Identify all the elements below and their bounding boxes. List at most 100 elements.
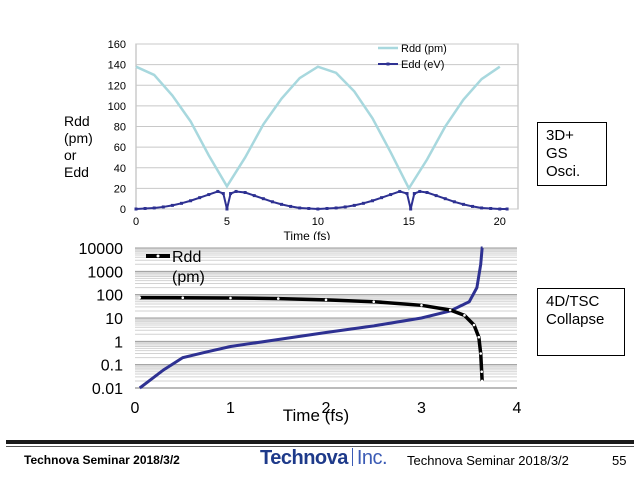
x-tick-label: 0 — [133, 216, 139, 228]
x-axis-label: Time (fs) — [283, 406, 349, 425]
edd-point — [252, 194, 256, 198]
edd-point — [325, 206, 329, 210]
rdd-point — [480, 379, 484, 383]
edd-point — [425, 191, 429, 194]
page-number: 55 — [612, 453, 627, 468]
edd-point — [405, 192, 409, 196]
footer-divider — [6, 440, 634, 444]
edd-point — [179, 201, 183, 205]
y-tick-label: 60 — [114, 142, 126, 154]
edd-point — [409, 207, 413, 211]
x-tick-label: 15 — [403, 216, 415, 228]
x-tick-label: 2 — [322, 400, 331, 417]
x-tick-label: 20 — [494, 216, 506, 228]
edd-point — [229, 192, 233, 196]
edd-point — [316, 207, 320, 211]
edd-point — [505, 207, 509, 211]
legend-entry: Rdd (pm) — [172, 249, 205, 286]
edd-point — [480, 206, 484, 210]
rdd-point — [480, 370, 483, 373]
rdd-point — [477, 335, 481, 339]
y-tick-label: 0 — [120, 204, 126, 216]
edd-point — [134, 207, 138, 211]
edd-point — [143, 206, 147, 210]
y-tick-label: 20 — [114, 183, 126, 195]
y-tick-label: 80 — [114, 122, 126, 134]
series-line-edd — [135, 190, 508, 211]
edd-point — [352, 203, 356, 207]
edd-point — [498, 207, 502, 211]
chart-bottom: 0.01 0.1 1 10 100 1000 10000 0 1 2 3 4 Time (fs) Rdd (… — [79, 241, 522, 425]
rdd-point — [181, 296, 185, 300]
x-tick-label: 3 — [417, 400, 426, 417]
rdd-point — [138, 296, 142, 299]
edd-point — [170, 203, 174, 207]
edd-point — [270, 200, 274, 204]
rdd-point — [479, 352, 483, 355]
edd-point — [471, 204, 475, 208]
edd-point — [161, 205, 165, 209]
edd-point — [198, 196, 202, 200]
rdd-point — [276, 297, 280, 300]
legend-marker — [386, 62, 390, 66]
series-line-rdd — [139, 295, 484, 382]
logo-separator — [351, 448, 353, 466]
y-tick-label: 160 — [108, 39, 126, 51]
y-tick-label: 0.1 — [101, 358, 123, 375]
edd-point — [207, 193, 211, 197]
edd-point — [389, 193, 393, 197]
edd-point — [221, 192, 225, 196]
edd-point — [216, 189, 220, 193]
x-tick-label: 10 — [312, 216, 324, 228]
y-tick-label: 100 — [108, 101, 126, 113]
y-axis-label: Rdd (pm) or Edd — [64, 113, 93, 180]
edd-point — [234, 189, 238, 193]
x-tick-label: 5 — [224, 216, 230, 228]
edd-point — [443, 197, 447, 201]
legend-entry-line: Rdd — [172, 249, 201, 266]
edd-point — [418, 189, 422, 193]
edd-point — [452, 200, 456, 204]
edd-point — [370, 199, 374, 203]
edd-point — [398, 189, 402, 193]
edd-point — [361, 201, 365, 205]
label-box-3d-gs: 3D+ GS Osci. — [537, 122, 607, 186]
rdd-point — [472, 323, 476, 327]
rdd-point — [463, 314, 466, 317]
rdd-point — [229, 296, 232, 300]
legend-entry: Edd (eV) — [401, 59, 444, 71]
y-tick-label: 140 — [108, 60, 126, 72]
edd-point — [434, 194, 438, 198]
edd-point — [280, 202, 284, 206]
legend-marker — [156, 254, 160, 258]
x-tick-label: 0 — [131, 400, 140, 417]
logo-inc: Inc. — [356, 447, 388, 469]
edd-point — [380, 196, 384, 200]
y-tick-label: 0.01 — [92, 381, 123, 398]
edd-point — [261, 197, 265, 201]
y-tick-label: 10 — [105, 311, 123, 328]
footer-center-text: Technova Seminar 2018/3/2 — [407, 453, 569, 468]
x-axis-label: Time (fs) — [284, 229, 331, 240]
legend-entry-line: (pm) — [172, 269, 205, 286]
y-tick-label: 120 — [108, 80, 126, 92]
label-box-4d-tsc: 4D/TSC Collapse — [537, 288, 625, 356]
edd-point — [343, 205, 347, 209]
y-tick-label: 40 — [114, 163, 126, 175]
technova-logo: Technova Inc. — [260, 447, 388, 470]
edd-point — [189, 199, 193, 203]
footer-left-text: Technova Seminar 2018/3/2 — [24, 453, 180, 467]
logo-main: Technova — [260, 447, 348, 469]
series-line-blue — [138, 246, 484, 390]
x-tick-label: 1 — [226, 400, 235, 417]
y-tick-label: 10000 — [79, 241, 124, 258]
edd-point — [461, 202, 465, 206]
rdd-point — [420, 304, 423, 307]
y-tick-label: 100 — [96, 288, 123, 305]
edd-point — [334, 206, 338, 210]
rdd-point — [324, 298, 328, 302]
chart-top: 0 20 40 60 80 100 120 140 160 0 5 10 15 20 Time (fs) Rd… — [108, 39, 519, 240]
rdd-point — [372, 300, 376, 303]
x-tick-label: 4 — [513, 400, 522, 417]
rdd-point — [448, 308, 452, 312]
